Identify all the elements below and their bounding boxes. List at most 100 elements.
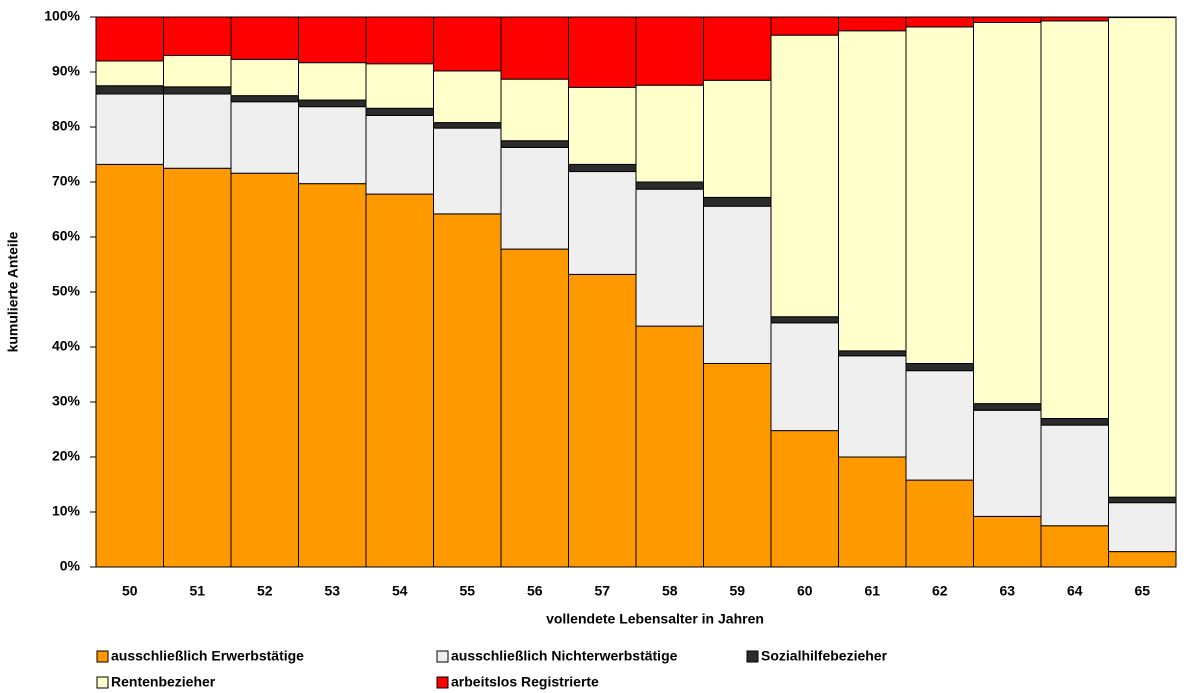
x-tick-label: 63 (999, 583, 1015, 599)
bar-segment (365, 114, 434, 195)
bar-segment (500, 16, 569, 80)
x-tick-label: 52 (257, 583, 273, 599)
bar-segment (1108, 496, 1177, 504)
bar-segment (770, 430, 839, 568)
bar-segment (1040, 16, 1109, 22)
bar-segment (973, 409, 1042, 517)
bar-segment (905, 363, 974, 372)
x-tick-label: 56 (527, 583, 543, 599)
bar-segment (838, 350, 907, 357)
bar-segment (433, 70, 502, 124)
bar-segment (568, 163, 637, 173)
bar-segment (298, 106, 367, 185)
bar-segment (838, 16, 907, 32)
x-tick-label: 57 (594, 583, 610, 599)
legend-swatch (746, 650, 759, 663)
bar-segment (568, 171, 637, 275)
x-tick-label: 60 (797, 583, 813, 599)
y-tick-label: 100% (44, 8, 80, 24)
bar-segment (905, 479, 974, 568)
bar-segment (365, 16, 434, 65)
x-tick-label: 54 (392, 583, 408, 599)
x-axis-title: vollendete Lebensalter in Jahren (546, 611, 764, 627)
bar-segment (635, 16, 704, 86)
bar-segment (703, 205, 772, 364)
y-tick-label: 80% (52, 118, 81, 134)
bar-segment (230, 16, 299, 60)
legend-label: ausschließlich Erwerbstätige (111, 648, 304, 664)
x-tick-label: 62 (932, 583, 948, 599)
bar-segment (433, 16, 502, 72)
bar-segment (365, 193, 434, 568)
bar-segment (1108, 502, 1177, 553)
bar-segment (433, 122, 502, 129)
legend-swatch (96, 676, 109, 689)
legend-swatch (436, 650, 449, 663)
bar-segment (1040, 424, 1109, 527)
bar-segment (770, 34, 839, 318)
bar-segment (1040, 418, 1109, 426)
y-tick-label: 30% (52, 393, 81, 409)
bar-segment (973, 515, 1042, 568)
bar-segment (703, 79, 772, 198)
x-tick-label: 55 (459, 583, 475, 599)
x-tick-label: 51 (189, 583, 205, 599)
bar-segment (500, 78, 569, 142)
bar-segment (298, 99, 367, 108)
legend-label: Rentenbezieher (111, 674, 216, 690)
x-tick-label: 58 (662, 583, 678, 599)
bar-segment (703, 16, 772, 81)
legend-swatch (436, 676, 449, 689)
bar-segment (635, 188, 704, 327)
bar-segment (770, 16, 839, 36)
bar-segment (905, 26, 974, 365)
legend-label: Sozialhilfebezieher (761, 648, 888, 664)
bar-segment (1040, 20, 1109, 419)
bar-segment (163, 93, 232, 169)
bar-segment (433, 213, 502, 568)
bar-segment (298, 183, 367, 568)
bar-segment (298, 62, 367, 101)
bar-segment (973, 22, 1042, 405)
bar-segment (163, 16, 232, 56)
bar-segment (365, 107, 434, 116)
y-tick-label: 60% (52, 228, 81, 244)
bar-segment (973, 16, 1042, 23)
y-tick-label: 90% (52, 63, 81, 79)
bar-segment (95, 16, 164, 62)
bar-segment (95, 60, 164, 87)
x-tick-label: 64 (1067, 583, 1083, 599)
y-axis-title: kumulierte Anteile (5, 231, 21, 352)
legend-label: ausschließlich Nichterwerbstätige (451, 648, 678, 664)
bar-segment (230, 101, 299, 174)
bar-segment (838, 456, 907, 568)
bar-segment (770, 322, 839, 432)
bar-segment (635, 325, 704, 568)
bar-segment (500, 146, 569, 250)
bar-segment (298, 16, 367, 64)
bar-segment (433, 127, 502, 215)
bar-segment (905, 370, 974, 481)
bar-segment (163, 86, 232, 95)
y-tick-label: 20% (52, 448, 81, 464)
bar-segment (703, 363, 772, 568)
bar-segment (905, 16, 974, 28)
y-tick-label: 0% (60, 558, 81, 574)
bar-segment (230, 58, 299, 97)
bar-segment (838, 30, 907, 352)
bar-segment (500, 140, 569, 148)
x-tick-label: 59 (729, 583, 745, 599)
legend-swatch (96, 650, 109, 663)
bar-segment (973, 403, 1042, 411)
legend-label: arbeitslos Registrierte (451, 674, 599, 690)
bar-segment (163, 167, 232, 568)
bar-segment (500, 248, 569, 568)
y-tick-label: 40% (52, 338, 81, 354)
bar-segment (95, 85, 164, 95)
bar-segment (703, 196, 772, 207)
x-tick-label: 61 (864, 583, 880, 599)
x-tick-label: 50 (122, 583, 138, 599)
y-tick-label: 50% (52, 283, 81, 299)
bar-segment (365, 63, 434, 109)
